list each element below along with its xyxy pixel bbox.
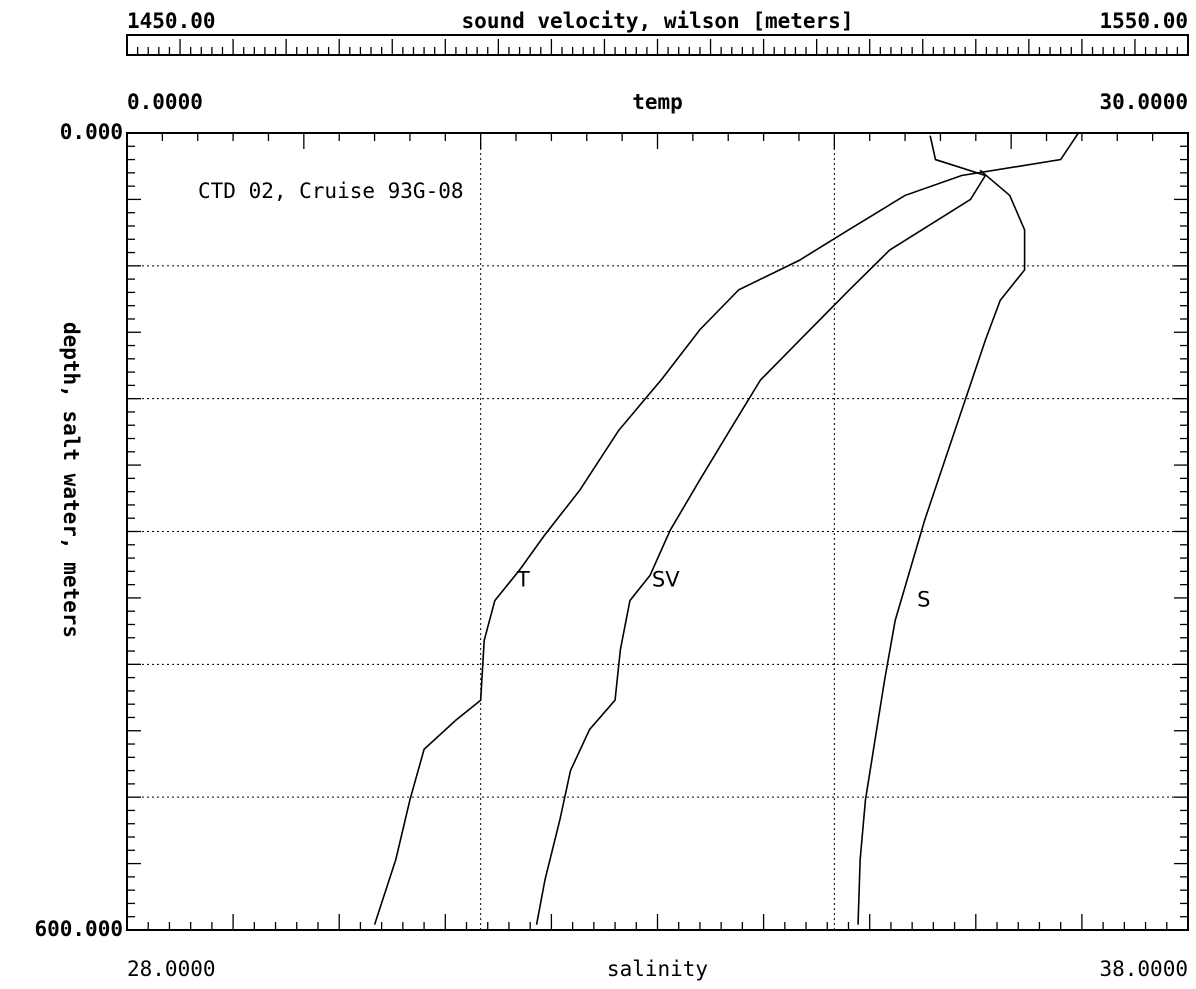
x-axis-label: temp bbox=[632, 90, 683, 114]
x-tick-label: 38.0000 bbox=[1099, 957, 1188, 981]
profile-line bbox=[535, 135, 987, 925]
x-tick-label: 28.0000 bbox=[127, 957, 216, 981]
y-tick-label: 0.000 bbox=[60, 120, 123, 144]
profile-line bbox=[857, 169, 1026, 925]
series-label: T bbox=[516, 568, 530, 592]
x-axis-label: salinity bbox=[607, 957, 708, 981]
annotation: CTD 02, Cruise 93G-08 bbox=[198, 179, 464, 203]
y-tick-label: 600.000 bbox=[34, 917, 123, 941]
x-tick-label: 30.0000 bbox=[1099, 90, 1188, 114]
x-tick-label: 1450.00 bbox=[127, 9, 216, 33]
series-label: SV bbox=[652, 568, 680, 592]
x-tick-label: 1550.00 bbox=[1099, 9, 1188, 33]
x-tick-label: 0.0000 bbox=[127, 90, 203, 114]
x-axis-label: sound velocity, wilson [meters] bbox=[462, 9, 854, 33]
y-axis-label: depth, salt water, meters bbox=[59, 322, 83, 638]
profile-line bbox=[373, 132, 1080, 925]
series-label: S bbox=[917, 587, 930, 611]
